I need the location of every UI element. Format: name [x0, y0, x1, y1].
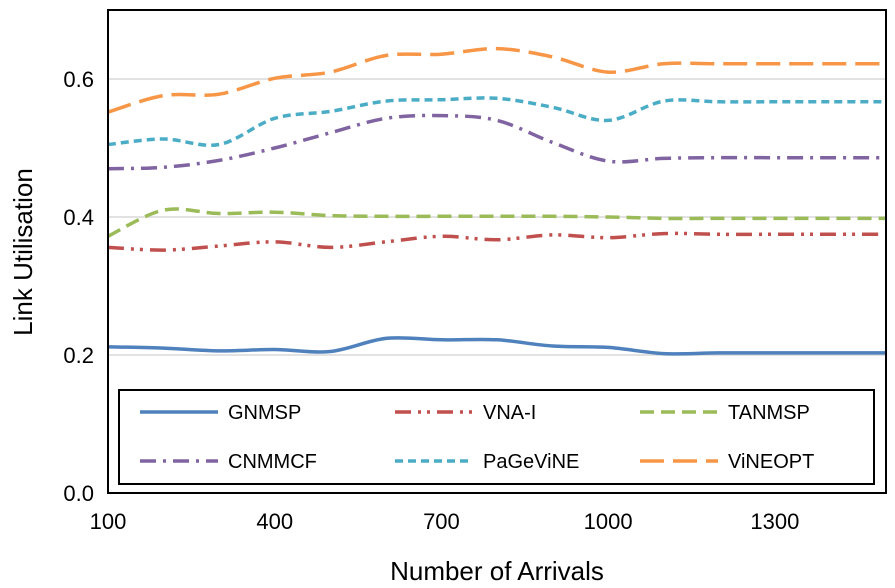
legend-label-gnmsp: GNMSP: [228, 402, 301, 424]
legend-box: [118, 389, 875, 485]
x-tick-label: 1300: [750, 509, 799, 534]
x-axis-ticks: 100 400 700 1000 1300: [90, 509, 800, 534]
series-line-pagevine: [107, 96, 886, 148]
legend-label-cnmmcf: CNMMCF: [228, 451, 317, 473]
gridlines: [108, 78, 886, 356]
y-tick-label: 0.4: [63, 205, 94, 230]
series-line-tanmsp: [107, 207, 886, 238]
x-axis-title: Number of Arrivals: [390, 556, 604, 586]
series-line-vineopt: [107, 46, 886, 114]
x-tick-label: 100: [90, 509, 127, 534]
x-tick-label: 1000: [584, 509, 633, 534]
legend-label-vna-i: VNA-I: [483, 402, 536, 424]
legend-label-vineopt: ViNEOPT: [728, 451, 814, 473]
series-lines: [107, 46, 886, 356]
series-line-cnmmcf: [107, 113, 886, 171]
y-tick-label: 0.6: [63, 67, 94, 92]
y-tick-label: 0.2: [63, 343, 94, 368]
legend-label-pagevine: PaGeViNE: [483, 451, 579, 473]
legend-label-tanmsp: TANMSP: [728, 402, 810, 424]
x-tick-label: 700: [423, 509, 460, 534]
legend: GNMSP VNA-I TANMSP CNMMCF PaGeViNE ViNEOPT: [118, 389, 875, 485]
y-tick-label: 0.0: [63, 481, 94, 506]
plot-frame: [107, 9, 887, 494]
x-tick-label: 400: [256, 509, 293, 534]
series-line-gnmsp: [107, 336, 886, 356]
y-axis-ticks: 0.0 0.2 0.4 0.6: [63, 67, 94, 506]
series-line-vna-i: [107, 231, 886, 252]
y-axis-title: Link Utilisation: [8, 168, 38, 336]
